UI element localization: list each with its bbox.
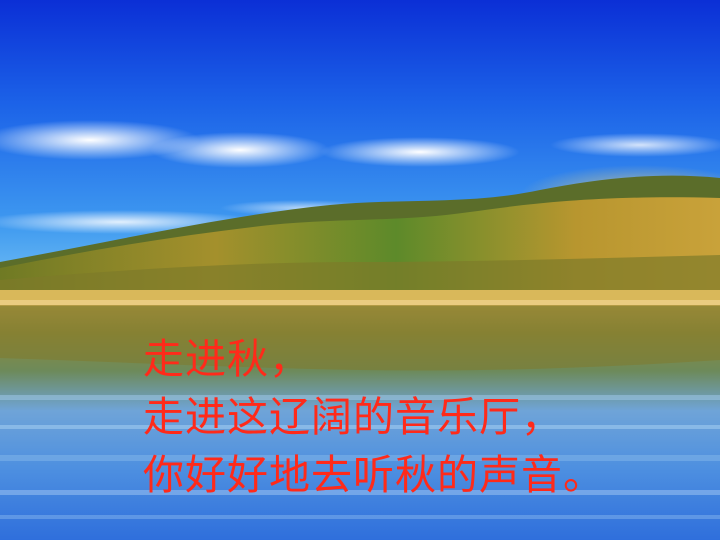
caption-line: 你好好地去听秋的声音。 xyxy=(143,451,605,499)
poem-caption: 走进秋， 走进这辽阔的音乐厅， 你好好地去听秋的声音。 xyxy=(143,330,605,504)
caption-line: 走进这辽阔的音乐厅， xyxy=(143,393,563,441)
caption-line: 走进秋， xyxy=(143,335,311,383)
